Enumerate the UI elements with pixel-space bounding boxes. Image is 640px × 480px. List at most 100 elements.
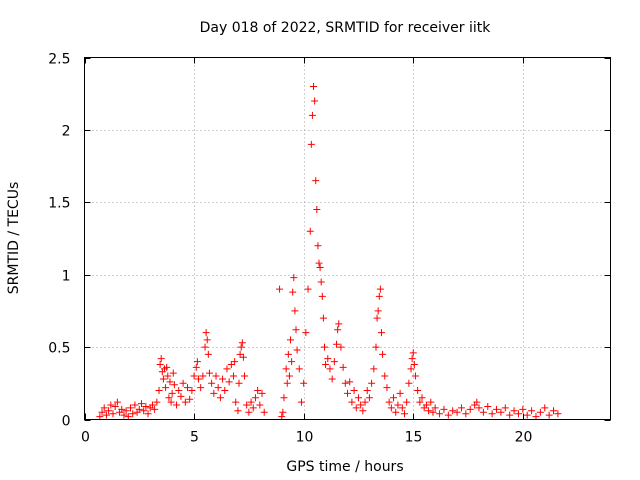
data-point: [193, 358, 201, 366]
data-point: [155, 387, 163, 395]
data-point: [105, 407, 113, 415]
data-point: [102, 411, 110, 419]
data-point: [276, 285, 284, 293]
data-point: [122, 407, 130, 415]
data-point: [506, 411, 514, 419]
data-point: [186, 395, 194, 403]
data-point: [148, 401, 156, 409]
data-point: [238, 339, 246, 347]
data-point: [113, 398, 121, 406]
data-point: [118, 405, 126, 413]
data-point: [400, 410, 408, 418]
data-point: [129, 410, 137, 418]
data-point: [479, 408, 487, 416]
data-point: [285, 372, 293, 380]
data-point: [197, 384, 205, 392]
data-point: [184, 384, 192, 392]
data-point: [109, 410, 117, 418]
data-point: [354, 394, 362, 402]
data-point: [204, 350, 212, 358]
data-point: [219, 375, 227, 383]
data-point: [292, 326, 300, 334]
data-point: [381, 372, 389, 380]
data-point: [510, 407, 518, 415]
y-axis-label: SRMTID / TECUs: [6, 182, 22, 295]
y-tick-label: 1.5: [48, 196, 70, 212]
data-point: [416, 398, 424, 406]
data-point: [144, 410, 152, 418]
data-point: [418, 394, 426, 402]
data-point: [210, 389, 218, 397]
y-tick-label: 1: [62, 269, 71, 285]
data-point: [403, 398, 411, 406]
chart-title: Day 018 of 2022, SRMTID for receiver iit…: [200, 20, 492, 36]
data-point: [308, 111, 316, 119]
axis-ticks: [84, 57, 611, 421]
data-point: [159, 375, 167, 383]
data-point: [330, 358, 338, 366]
data-point: [223, 365, 231, 373]
data-point: [168, 389, 176, 397]
data-point: [163, 363, 171, 371]
data-point: [333, 340, 341, 348]
data-point: [135, 405, 143, 413]
data-point: [188, 387, 196, 395]
data-point: [514, 410, 522, 418]
data-point: [293, 346, 301, 354]
data-point: [322, 360, 330, 368]
data-point: [239, 353, 247, 361]
data-point: [374, 307, 382, 315]
data-point: [240, 372, 248, 380]
data-point: [379, 350, 387, 358]
x-tick-label: 5: [190, 430, 199, 446]
data-point: [243, 401, 251, 409]
data-point: [473, 398, 481, 406]
data-point: [341, 379, 349, 387]
data-point: [307, 140, 315, 148]
data-point: [107, 401, 115, 409]
data-point: [201, 343, 209, 351]
data-point: [151, 405, 159, 413]
data-point: [249, 404, 257, 412]
data-point: [232, 398, 240, 406]
data-point: [205, 369, 213, 377]
data-point: [288, 358, 296, 366]
data-point: [291, 307, 299, 315]
data-point: [199, 372, 207, 380]
data-point: [157, 355, 165, 363]
data-point: [528, 407, 536, 415]
data-point: [484, 402, 492, 410]
data-point: [407, 365, 415, 373]
data-point: [190, 372, 198, 380]
data-point: [396, 389, 404, 397]
data-point: [100, 404, 108, 412]
data-point: [357, 401, 365, 409]
data-point: [376, 285, 384, 293]
data-point: [431, 404, 439, 412]
data-point: [519, 405, 527, 413]
data-point: [237, 343, 245, 351]
data-point: [260, 408, 268, 416]
data-point: [251, 394, 259, 402]
data-point: [316, 263, 324, 271]
data-point: [328, 375, 336, 383]
data-point: [411, 372, 419, 380]
data-point: [317, 278, 325, 286]
data-point: [164, 372, 172, 380]
data-point: [142, 402, 150, 410]
data-point: [131, 401, 139, 409]
data-point: [359, 407, 367, 415]
data-point: [140, 407, 148, 415]
data-point: [475, 404, 483, 412]
data-point: [488, 410, 496, 418]
data-point: [337, 343, 345, 351]
data-point: [429, 408, 437, 416]
data-point: [256, 401, 264, 409]
x-axis-label: GPS time / hours: [286, 459, 403, 475]
data-point: [124, 413, 132, 421]
data-point: [541, 404, 549, 412]
data-point: [247, 398, 255, 406]
data-point: [536, 408, 544, 416]
data-point: [170, 381, 178, 389]
